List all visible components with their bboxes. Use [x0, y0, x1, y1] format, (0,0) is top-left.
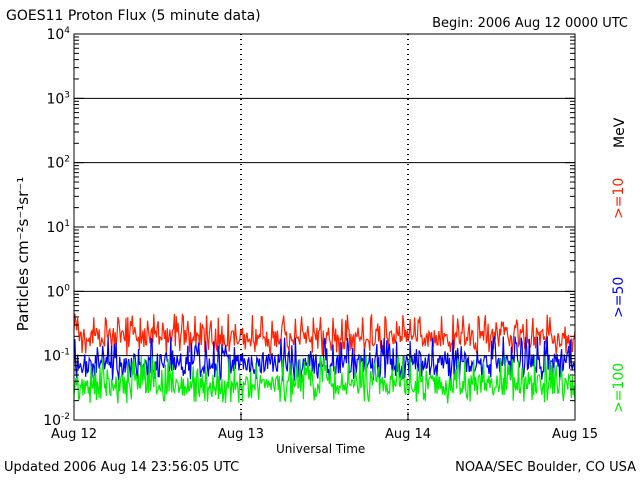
y-tick-label: 10-2: [43, 412, 70, 429]
x-tick-label: Aug 14: [385, 427, 431, 442]
y-tick-label: 101: [46, 219, 70, 236]
legend-ge100: >=100: [611, 362, 627, 413]
begin-time: Begin: 2006 Aug 12 0000 UTC: [432, 16, 628, 31]
y-tick-label: 100: [46, 283, 70, 300]
y-tick-label: 103: [46, 90, 70, 107]
updated-timestamp: Updated 2006 Aug 14 23:56:05 UTC: [4, 460, 240, 475]
credit-text: NOAA/SEC Boulder, CO USA: [455, 460, 636, 475]
x-tick-label: Aug 12: [51, 427, 97, 442]
series-line-0: [73, 312, 576, 356]
series-line-2: [73, 355, 576, 404]
y-tick-label: 104: [46, 26, 70, 43]
legend-ge10: >=10: [611, 177, 627, 219]
y-tick-label: 102: [46, 155, 70, 172]
series-line-1: [73, 336, 576, 382]
x-tick-label: Aug 15: [552, 427, 598, 442]
y-axis-label: Particles cm⁻²s⁻¹sr⁻¹: [14, 176, 32, 332]
plot-frame: [73, 33, 576, 421]
y-tick-label: 10-1: [43, 348, 70, 365]
x-tick-label: Aug 13: [218, 427, 264, 442]
chart-title: GOES11 Proton Flux (5 minute data): [6, 8, 261, 24]
unit-label: MeV: [612, 117, 628, 148]
x-axis-label: Universal Time: [276, 442, 366, 456]
legend-ge50: >=50: [611, 276, 627, 318]
